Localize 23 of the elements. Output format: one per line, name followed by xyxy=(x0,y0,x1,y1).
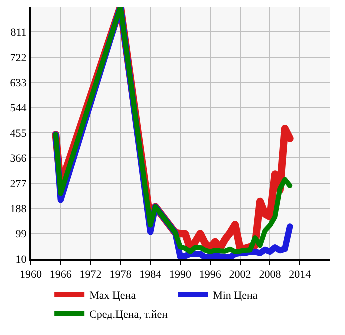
x-tick-label: 1966 xyxy=(50,269,72,282)
y-tick-label: 99 xyxy=(16,228,28,241)
y-tick-label: 188 xyxy=(10,203,28,216)
x-tick-label: 1978 xyxy=(110,269,132,282)
y-tick-label: 722 xyxy=(10,52,27,64)
legend-label: Сред.Цена, т.йен xyxy=(90,309,168,322)
x-tick-label: 1996 xyxy=(199,269,222,282)
y-tick-label: 455 xyxy=(10,128,28,140)
x-tick-label: 2008 xyxy=(259,269,282,282)
legend-label: Max Цена xyxy=(90,290,136,302)
x-tick-label: 2014 xyxy=(289,269,312,282)
x-tick-label: 1972 xyxy=(80,269,102,282)
x-tick-label: 1990 xyxy=(170,269,192,282)
y-tick-label: 544 xyxy=(10,102,28,115)
y-tick-label: 10 xyxy=(16,254,28,266)
y-tick-label: 633 xyxy=(10,77,28,90)
y-tick-label: 277 xyxy=(10,178,28,190)
legend-label: Min Цена xyxy=(213,290,258,302)
x-tick-label: 1984 xyxy=(140,269,162,282)
x-tick-label: 1960 xyxy=(20,269,42,282)
y-tick-label: 811 xyxy=(10,27,27,40)
y-tick-label: 366 xyxy=(10,153,28,166)
x-tick-label: 2002 xyxy=(229,269,252,282)
